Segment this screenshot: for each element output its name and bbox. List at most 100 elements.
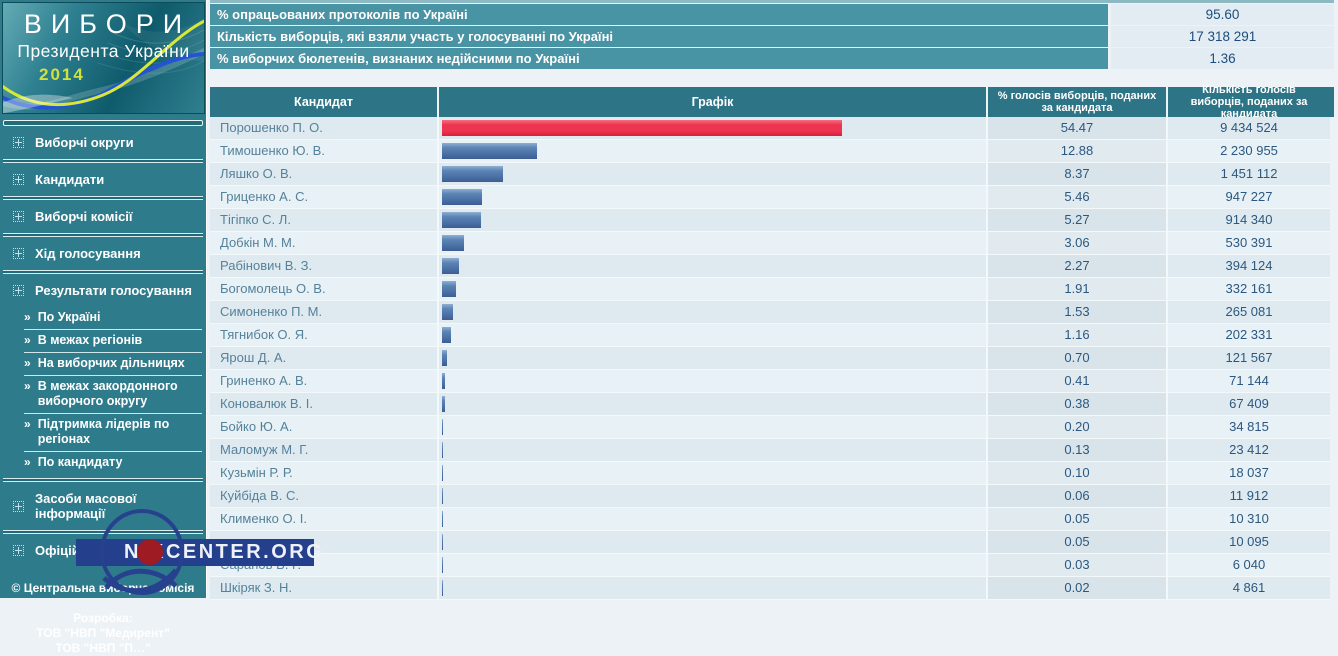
sidebar-item[interactable]: Хід голосування	[0, 237, 206, 270]
sidebar-subitem[interactable]: » В межах регіонів	[24, 330, 202, 353]
candidate-name: Симоненко П. М.	[210, 301, 439, 324]
sidebar-subitem-label: В межах регіонів	[37, 333, 143, 347]
sidebar-subitem-label: Підтримка лідерів по регіонах	[37, 417, 170, 446]
table-row: Маломуж М. Г. 0.13 23 412	[210, 439, 1334, 462]
sidebar-subitem-label: По кандидату	[37, 455, 123, 469]
graph-cell	[439, 163, 988, 186]
sidebar-subitem[interactable]: » На виборчих дільницях	[24, 353, 202, 376]
table-row: Куйбіда В. С. 0.06 11 912	[210, 485, 1334, 508]
candidate-name: Куйбіда В. С.	[210, 485, 439, 508]
result-bar	[442, 465, 443, 481]
percent-value: 0.38	[988, 393, 1168, 416]
graph-cell	[439, 324, 988, 347]
votes-value: 121 567	[1168, 347, 1330, 370]
table-row: Тягнибок О. Я. 1.16 202 331	[210, 324, 1334, 347]
percent-value: 5.27	[988, 209, 1168, 232]
logo-title: ВИБОРИ	[23, 9, 192, 39]
results-table-body: Порошенко П. О. 54.47 9 434 524 Тимошенко Ю…	[210, 117, 1334, 600]
percent-value: 5.46	[988, 186, 1168, 209]
grid-expand-icon	[13, 137, 24, 148]
nikcenter-watermark: NIKCENTER.ORG	[74, 508, 334, 598]
table-row: Ляшко О. В. 8.37 1 451 112	[210, 163, 1334, 186]
table-row: Богомолець О. В. 1.91 332 161	[210, 278, 1334, 301]
menu-divider	[3, 159, 203, 163]
watermark-text: NIKCENTER.ORG	[124, 541, 325, 563]
graph-cell	[439, 554, 988, 577]
table-row: Бойко Ю. А. 0.20 34 815	[210, 416, 1334, 439]
graph-cell	[439, 232, 988, 255]
stat-row: % виборчих бюлетенів, визнаних недійсним…	[210, 48, 1334, 69]
result-bar	[442, 304, 453, 320]
watermark-bar: NIKCENTER.ORG	[76, 539, 322, 566]
sidebar-item[interactable]: Результати голосування	[0, 274, 206, 307]
sidebar-item[interactable]: Засоби масової інформації	[0, 482, 206, 530]
sidebar-item-label: Результати голосування	[35, 283, 192, 298]
header-percent: % голосів виборців, поданих за кандидата	[988, 87, 1168, 117]
result-bar	[442, 534, 443, 550]
percent-value: 0.10	[988, 462, 1168, 485]
percent-value: 1.91	[988, 278, 1168, 301]
developer-line2: ТОВ "НВП "П…"	[55, 641, 151, 655]
percent-value: 8.37	[988, 163, 1168, 186]
sidebar-item-label: Кандидати	[35, 172, 105, 187]
sidebar-subitem[interactable]: » По кандидату	[24, 452, 202, 474]
table-row: 0.05 10 095	[210, 531, 1334, 554]
votes-value: 67 409	[1168, 393, 1330, 416]
result-bar	[442, 442, 443, 458]
sidebar-subitem[interactable]: » По Україні	[24, 307, 202, 330]
percent-value: 0.02	[988, 577, 1168, 600]
grid-expand-icon	[13, 500, 24, 512]
votes-value: 332 161	[1168, 278, 1330, 301]
sidebar-top-divider	[3, 120, 203, 126]
result-bar	[442, 488, 443, 504]
graph-cell	[439, 416, 988, 439]
sidebar-item[interactable]: Кандидати	[0, 163, 206, 196]
stat-value-invalid: 1.36	[1111, 48, 1334, 69]
candidate-name: Ярош Д. А.	[210, 347, 439, 370]
table-row: Гриненко А. В. 0.41 71 144	[210, 370, 1334, 393]
sidebar-item-label: Засоби масової інформації	[35, 491, 137, 521]
result-bar	[442, 120, 842, 136]
percent-value: 0.70	[988, 347, 1168, 370]
votes-value: 23 412	[1168, 439, 1330, 462]
header-votes: Кількість голосів виборців, поданих за к…	[1190, 84, 1308, 120]
votes-value: 11 912	[1168, 485, 1330, 508]
candidate-name: Бойко Ю. А.	[210, 416, 439, 439]
sidebar-subitem[interactable]: » Підтримка лідерів по регіонах	[24, 414, 202, 452]
graph-cell	[439, 347, 988, 370]
grid-expand-icon	[13, 211, 24, 222]
result-bar	[442, 419, 443, 435]
votes-value: 202 331	[1168, 324, 1330, 347]
percent-value: 1.16	[988, 324, 1168, 347]
votes-value: 9 434 524	[1168, 117, 1330, 140]
stat-label-turnout: Кількість виборців, які взяли участь у г…	[210, 26, 1108, 47]
table-row: Тігіпко С. Л. 5.27 914 340	[210, 209, 1334, 232]
table-row: Саранов В. Г.0.036 040	[210, 554, 1334, 577]
result-bar	[442, 327, 451, 343]
percent-value: 2.27	[988, 255, 1168, 278]
table-row: Кузьмін Р. Р. 0.10 18 037	[210, 462, 1334, 485]
graph-cell	[439, 255, 988, 278]
result-bar	[442, 557, 443, 573]
site-logo[interactable]: ВИБОРИ Президента України 2014	[2, 2, 205, 114]
sidebar-item[interactable]: Виборчі комісії	[0, 200, 206, 233]
sidebar-item[interactable]: Виборчі округи	[0, 126, 206, 159]
votes-value: 10 310	[1168, 508, 1330, 531]
votes-value: 10 095	[1168, 531, 1330, 554]
graph-cell	[439, 301, 988, 324]
stats-top-border	[210, 0, 1334, 3]
candidate-name: Коновалюк В. І.	[210, 393, 439, 416]
candidate-name: Ляшко О. В.	[210, 163, 439, 186]
result-bar	[442, 258, 459, 274]
stat-value-protocols: 95.60	[1111, 4, 1334, 25]
sidebar-item-label: Виборчі комісії	[35, 209, 133, 224]
sidebar-subitem-label: По Україні	[37, 310, 101, 324]
percent-value: 1.53	[988, 301, 1168, 324]
sidebar-subitem[interactable]: » В межах закордонного виборчого округу	[24, 376, 202, 414]
percent-value: 0.13	[988, 439, 1168, 462]
graph-cell	[439, 117, 988, 140]
candidate-name: Рабінович В. З.	[210, 255, 439, 278]
candidate-name: Тимошенко Ю. В.	[210, 140, 439, 163]
stat-row: Кількість виборців, які взяли участь у г…	[210, 26, 1334, 47]
double-chevron-icon: »	[24, 356, 31, 370]
